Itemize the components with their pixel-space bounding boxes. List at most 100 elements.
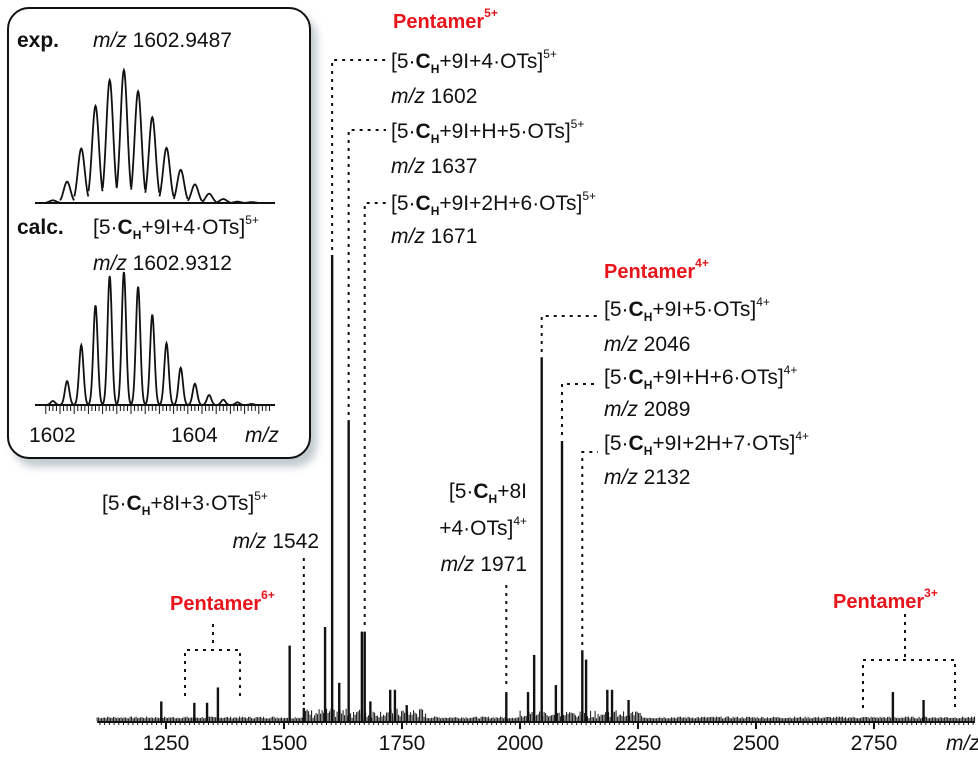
inset-tick-1602: 1602 (29, 424, 76, 447)
mz-label: m/z (232, 530, 267, 553)
formula-c: C (473, 480, 489, 503)
exp-isotope-peak (172, 168, 189, 200)
group-label-pentamer-5plus: Pentamer5+ (393, 7, 498, 34)
exp-isotope-peak (87, 103, 104, 192)
x-tick-label-2250: 2250 (614, 732, 662, 755)
calc-isotope-peak (45, 400, 61, 406)
calc-mz-label: m/z (93, 252, 127, 275)
calc-isotope-peak (144, 314, 160, 405)
formula-c: C (628, 432, 644, 455)
annotation-formula-1971: [5·CH+8I (449, 480, 527, 505)
formula-post: +9I+H+6·OTs] (652, 366, 784, 389)
exp-isotope-peak (59, 180, 75, 201)
formula-pre: [5· (93, 216, 118, 239)
group-charge: 3+ (924, 586, 938, 600)
connector-2046 (540, 315, 598, 352)
x-tick-label-2500: 2500 (732, 732, 780, 755)
formula-charge: 5+ (245, 213, 259, 227)
group-charge: 4+ (695, 256, 709, 270)
exp-isotope-peak (73, 147, 90, 197)
annotation-formula-2132: [5·CH+9I+2H+7·OTs]4+ (604, 430, 809, 457)
mz-label: m/z (391, 85, 425, 108)
group-label-pentamer-4plus: Pentamer4+ (604, 257, 709, 284)
calc-isotope-peak (158, 340, 175, 406)
annotation-formula-1637: [5·CH+9I+H+5·OTs]5+ (391, 117, 585, 146)
bracket-pentamer-6plus (184, 624, 241, 696)
isotope-inset: exp. m/z 1602.9487 calc. [5·CH+9I+4·OTs]… (7, 7, 311, 459)
inset-tick-1604: 1604 (171, 424, 218, 447)
group-name: Pentamer (833, 591, 925, 613)
annotation-mz-1671: m/z 1671 (391, 225, 477, 249)
formula-c: C (126, 492, 142, 515)
inset-plot (35, 67, 275, 414)
annotation-formula-1602: [5·CH+9I+4·OTs]5+ (391, 47, 557, 75)
group-name: Pentamer (604, 261, 696, 283)
formula-c: C (117, 216, 133, 239)
formula-pre: [5· (391, 192, 416, 215)
formula-post: +9I+4·OTs] (439, 50, 544, 73)
calc-isotope-peak (244, 402, 259, 406)
calc-isotope-peak (187, 382, 203, 406)
mz-value: 2132 (643, 466, 691, 489)
calc-isotope-peak (173, 365, 189, 406)
exp-isotope-peak (116, 67, 132, 188)
formula-post: +8I (497, 480, 527, 503)
x-tick-label-2000: 2000 (496, 732, 544, 755)
mz-value: 2089 (643, 398, 691, 421)
formula-post: +9I+4·OTs] (141, 216, 246, 239)
exp-isotope-peak (187, 183, 203, 202)
formula-pre: [5· (604, 298, 629, 321)
annotation-formula-2089: [5·CH+9I+H+6·OTs]4+ (604, 364, 797, 391)
formula-sub: H (430, 204, 440, 218)
exp-isotope-peak (45, 199, 61, 204)
exp-isotope-peak (216, 198, 231, 204)
annotation-mz-1971: m/z 1971 (441, 553, 527, 577)
formula-c: C (415, 192, 431, 215)
formula-sub: H (141, 504, 151, 518)
formula-charge: 5+ (582, 189, 597, 203)
exp-isotope-peak (101, 77, 118, 189)
calc-isotope-peak (87, 305, 104, 405)
formula-charge: 5+ (570, 117, 585, 131)
inset-xlabel: m/z (245, 424, 279, 447)
formula-sub: H (430, 132, 440, 146)
connector-1671 (363, 202, 386, 625)
group-label-pentamer-6plus: Pentamer6+ (170, 589, 275, 616)
mz-label: m/z (391, 225, 425, 248)
formula-pre: [5· (102, 492, 127, 515)
exp-mz-value: 1602.9487 (132, 29, 232, 52)
mz-value: 1637 (430, 155, 478, 178)
formula-post: +9I+H+5·OTs] (439, 120, 571, 143)
group-label-pentamer-3plus: Pentamer3+ (833, 587, 938, 614)
annotation-mz-1637: m/z 1637 (391, 155, 477, 179)
x-tick-label-1250: 1250 (142, 732, 190, 755)
formula-pre: [5· (604, 432, 629, 455)
calc-mz: m/z 1602.9312 (93, 252, 232, 276)
formula-pre: [5· (391, 50, 416, 73)
formula-charge: 5+ (543, 47, 557, 61)
baseline-noise (96, 708, 976, 721)
exp-mz: m/z 1602.9487 (93, 29, 232, 53)
mz-label: m/z (440, 553, 475, 576)
formula-c: C (415, 50, 431, 73)
mz-label: m/z (391, 155, 425, 178)
mz-value: 1602 (430, 85, 478, 108)
annotation-mz-2089: m/z 2089 (604, 398, 690, 422)
group-name: Pentamer (393, 11, 485, 33)
x-axis-label: m/z (946, 732, 978, 755)
formula-post2: +4·OTs] (439, 517, 514, 540)
exp-isotope-peak (244, 201, 259, 204)
exp-isotope-peak (130, 88, 146, 190)
connector-1637 (347, 129, 386, 415)
annotation-mz-2046: m/z 2046 (604, 333, 690, 357)
calc-isotope-peak (202, 393, 217, 406)
calc-isotope-peak (216, 398, 231, 406)
annotation-mz-1542: m/z 1542 (233, 530, 319, 554)
mz-value: 1971 (480, 553, 527, 576)
exp-isotope-peak (230, 200, 245, 204)
calc-mz-value: 1602.9312 (132, 252, 232, 275)
mz-label: m/z (604, 333, 638, 356)
formula-post: +9I+2H+6·OTs] (439, 192, 583, 215)
x-tick-label-1750: 1750 (378, 732, 426, 755)
